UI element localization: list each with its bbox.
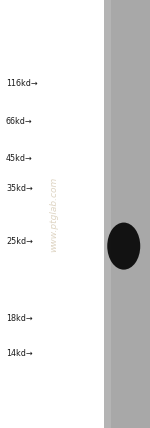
Text: 45kd→: 45kd→ xyxy=(6,154,33,163)
Bar xyxy=(104,0,111,428)
Text: 14kd→: 14kd→ xyxy=(6,348,33,358)
Bar xyxy=(104,0,150,428)
Text: 25kd→: 25kd→ xyxy=(6,237,33,247)
Text: 116kd→: 116kd→ xyxy=(6,79,38,88)
Ellipse shape xyxy=(107,223,140,270)
Text: 35kd→: 35kd→ xyxy=(6,184,33,193)
Text: 18kd→: 18kd→ xyxy=(6,314,33,324)
Text: 66kd→: 66kd→ xyxy=(6,117,33,127)
Text: www.ptglab.com: www.ptglab.com xyxy=(50,176,58,252)
